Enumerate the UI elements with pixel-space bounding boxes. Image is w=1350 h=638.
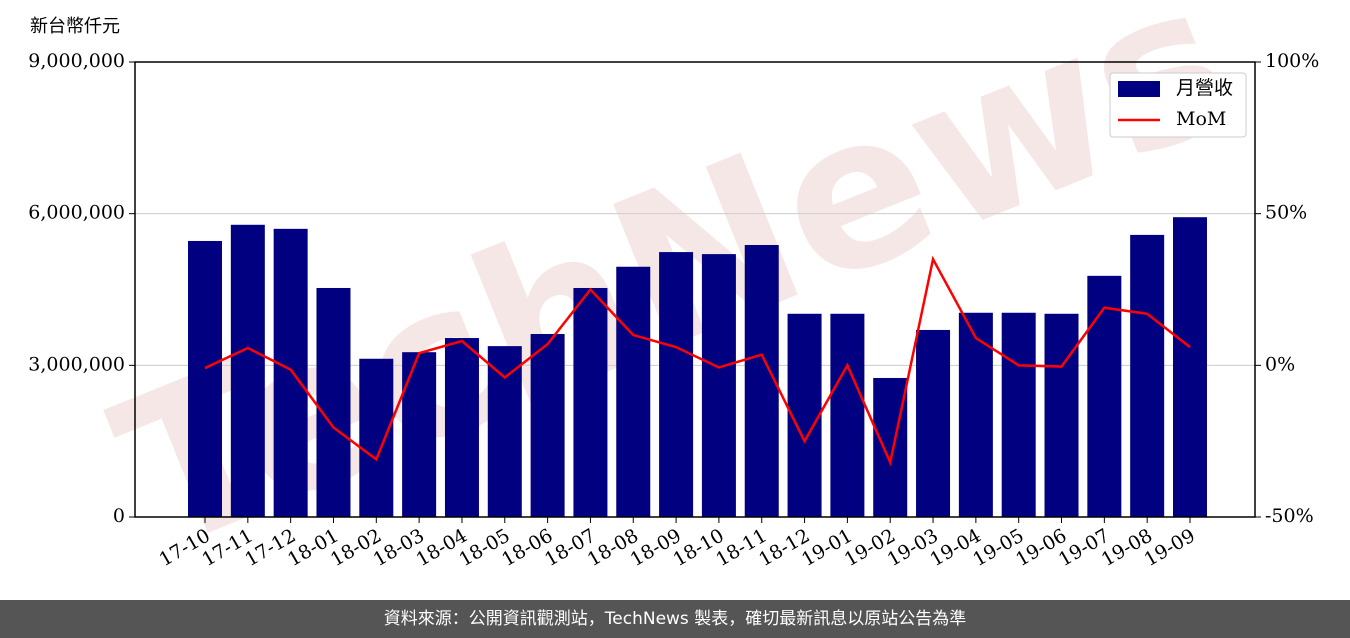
footer: 資料來源：公開資訊觀測站，TechNews 製表，確切最新訊息以原站公告為準 [384, 609, 966, 629]
legend-swatch [1118, 81, 1160, 97]
bar [830, 313, 865, 517]
y2-tick-label: 100% [1265, 50, 1319, 72]
line [204, 255, 1191, 467]
y-axis-label: 新台幣仟元 [30, 16, 120, 37]
bar [958, 312, 993, 517]
y-tick-label: 6,000,000 [28, 202, 125, 224]
y2-tick-label: -50% [1265, 505, 1314, 527]
y-tick-label: 0 [113, 505, 125, 527]
bar [188, 240, 222, 517]
bar [1173, 217, 1207, 517]
bar [1087, 275, 1122, 517]
bar [1001, 312, 1036, 517]
bar [873, 377, 908, 517]
bar [273, 228, 308, 518]
bar [916, 329, 951, 517]
bar [659, 252, 694, 518]
bar [444, 338, 479, 517]
bar [359, 358, 394, 517]
legend-label: 月營收 [1176, 77, 1233, 99]
footer-bar [0, 600, 1350, 638]
bar [316, 287, 351, 517]
bar [744, 245, 779, 517]
bar [787, 313, 822, 517]
y2-tick-label: 0% [1265, 353, 1295, 375]
bar [230, 224, 265, 518]
bar [1044, 313, 1079, 517]
y2-tick-label: 50% [1265, 202, 1307, 224]
bar [573, 287, 608, 517]
bar [701, 254, 736, 517]
y-tick-label: 9,000,000 [28, 50, 125, 72]
x-tick-label: 19-09 [1141, 525, 1199, 571]
bar [402, 352, 437, 517]
bar [530, 333, 565, 517]
bar [487, 346, 522, 517]
legend-label: MoM [1176, 108, 1226, 130]
bar [616, 266, 651, 517]
bar [1130, 234, 1165, 517]
y-tick-label: 3,000,000 [28, 353, 125, 375]
plot-frame [134, 61, 1256, 518]
